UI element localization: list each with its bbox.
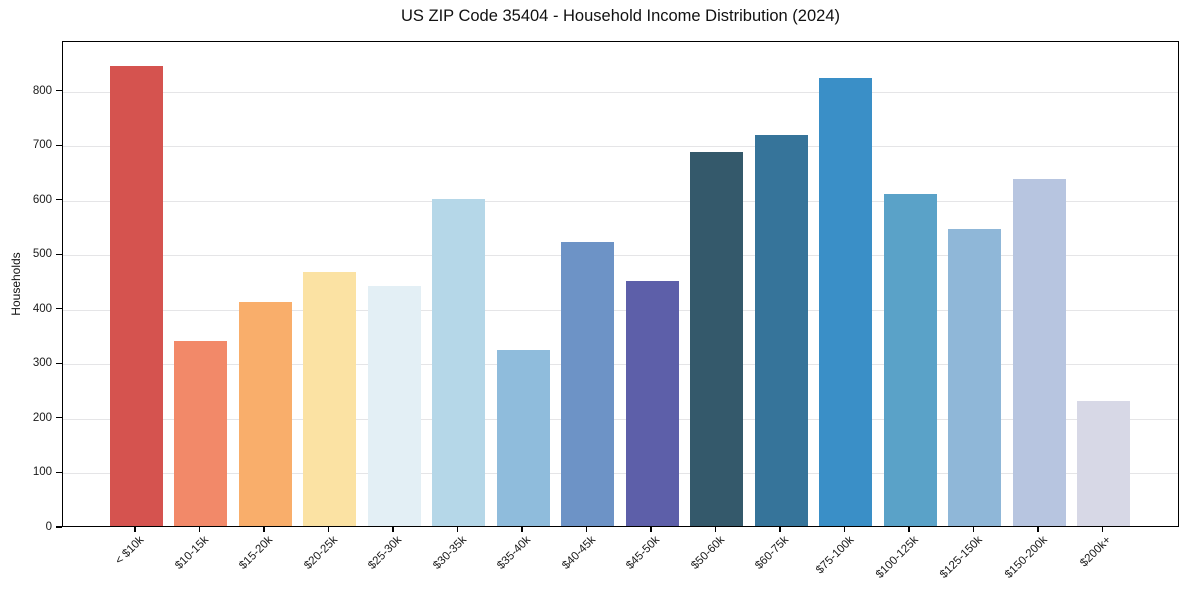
x-tick-label: $10-15k	[173, 534, 211, 572]
y-tick-label: 500	[32, 248, 52, 261]
x-tick-label: $50-60k	[689, 534, 727, 572]
x-tick-label: $200k+	[1078, 534, 1114, 570]
x-tick-label: $60-75k	[753, 534, 792, 572]
gridline-y700	[63, 146, 1178, 148]
x-tick-mark	[650, 527, 652, 532]
x-tick-label: $40-45k	[560, 534, 598, 572]
x-tick-mark	[714, 527, 717, 532]
bar-2	[174, 340, 227, 526]
gridline-y800	[63, 91, 1178, 93]
x-tick-label: $25-30k	[366, 534, 405, 572]
x-tick-label: $75-100k	[813, 534, 856, 577]
x-tick-mark	[521, 527, 523, 532]
gridline-y500	[63, 255, 1178, 257]
x-tick-mark	[456, 527, 459, 532]
gridline-y600	[63, 200, 1178, 202]
y-tick-label: 200	[32, 411, 52, 424]
x-tick-mark	[1037, 527, 1039, 532]
bar-11	[754, 134, 808, 526]
x-tick-label: $150-200k	[1002, 534, 1050, 581]
x-tick-label: $125-150k	[938, 534, 985, 581]
bar-1	[109, 66, 163, 526]
bar-4	[303, 272, 356, 526]
bar-8	[561, 241, 614, 526]
x-tick-mark	[327, 527, 330, 532]
y-tick-mark	[56, 144, 62, 146]
gridline-y300	[63, 364, 1178, 366]
bar-15	[1012, 179, 1066, 526]
y-tick-label: 400	[32, 302, 52, 315]
x-tick-label: $35-40k	[495, 534, 534, 572]
x-tick-label: $20-25k	[302, 534, 340, 572]
y-tick-label: 700	[32, 139, 52, 152]
x-tick-mark	[908, 527, 910, 532]
bar-13	[883, 194, 937, 526]
plot-area	[62, 41, 1179, 527]
y-tick-mark	[56, 526, 62, 528]
gridline-y400	[63, 309, 1178, 311]
x-tick-mark	[1101, 527, 1104, 532]
x-tick-mark	[263, 527, 265, 532]
gridline-y200	[63, 418, 1178, 420]
x-tick-label: $30-35k	[431, 534, 469, 572]
y-tick-mark	[56, 90, 62, 92]
x-tick-label: $100-125k	[873, 534, 921, 581]
gridline-y100	[63, 473, 1178, 475]
bar-3	[238, 302, 292, 526]
y-tick-mark	[56, 471, 62, 474]
y-tick-mark	[56, 308, 62, 310]
x-tick-mark	[585, 527, 588, 532]
x-tick-label: < $10k	[113, 534, 147, 568]
y-tick-label: 600	[32, 193, 52, 206]
x-tick-mark	[779, 527, 781, 532]
y-tick-mark	[56, 417, 62, 419]
x-tick-mark	[198, 527, 201, 532]
y-tick-mark	[56, 362, 62, 364]
x-tick-mark	[134, 527, 136, 532]
x-tick-label: $15-20k	[237, 534, 276, 572]
y-tick-mark	[56, 253, 62, 255]
bar-14	[948, 229, 1001, 526]
x-tick-mark	[972, 527, 975, 532]
bar-16	[1077, 400, 1130, 526]
x-tick-mark	[843, 527, 846, 532]
bar-10	[690, 152, 743, 526]
x-tick-label: $45-50k	[624, 534, 663, 572]
y-tick-label: 800	[32, 84, 52, 97]
bar-6	[432, 198, 485, 526]
bar-5	[367, 286, 421, 526]
y-tick-mark	[56, 199, 62, 201]
y-tick-label: 100	[32, 466, 52, 479]
bar-12	[819, 78, 872, 526]
chart-title: US ZIP Code 35404 - Household Income Dis…	[400, 7, 840, 25]
x-tick-mark	[392, 527, 394, 532]
bar-9	[625, 280, 679, 526]
bar-7	[496, 350, 550, 526]
y-tick-label: 300	[32, 357, 52, 370]
y-tick-label: 0	[45, 521, 52, 533]
